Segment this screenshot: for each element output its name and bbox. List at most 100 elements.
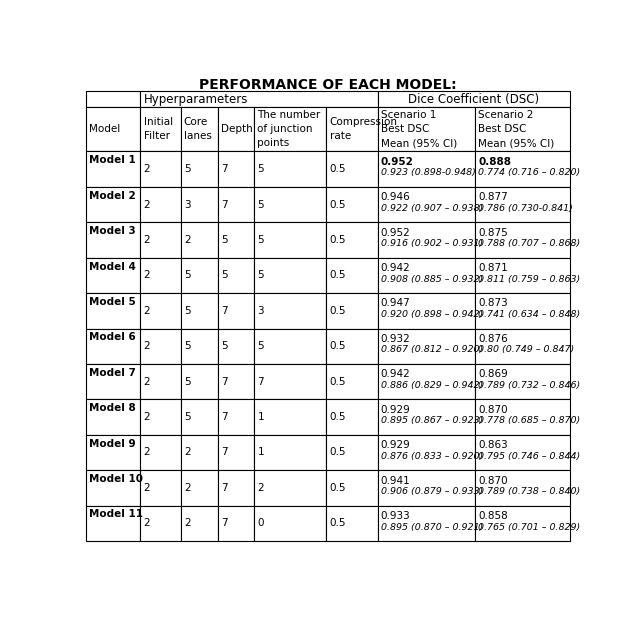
- Bar: [254, 293, 326, 329]
- Bar: [378, 505, 476, 541]
- Text: 0.5: 0.5: [330, 448, 346, 458]
- Bar: [140, 505, 180, 541]
- Bar: [218, 364, 254, 399]
- Text: 0.858: 0.858: [478, 511, 508, 521]
- Bar: [218, 187, 254, 222]
- Bar: [86, 107, 140, 151]
- Text: 0.5: 0.5: [330, 235, 346, 245]
- Text: 0.811 (0.759 – 0.863): 0.811 (0.759 – 0.863): [478, 275, 580, 283]
- Text: 2: 2: [184, 448, 191, 458]
- Text: 0.875: 0.875: [478, 228, 508, 237]
- Text: 1: 1: [257, 448, 264, 458]
- Text: 5: 5: [221, 270, 228, 280]
- Bar: [140, 91, 378, 107]
- Text: 0.741 (0.634 – 0.848): 0.741 (0.634 – 0.848): [478, 310, 580, 319]
- Bar: [218, 470, 254, 505]
- Bar: [180, 293, 218, 329]
- Bar: [476, 399, 570, 435]
- Text: 2: 2: [143, 306, 150, 316]
- Bar: [218, 151, 254, 187]
- Bar: [254, 222, 326, 258]
- Text: Model 1: Model 1: [90, 155, 136, 166]
- Bar: [140, 187, 180, 222]
- Text: 0.5: 0.5: [330, 412, 346, 422]
- Bar: [180, 222, 218, 258]
- Text: 0.876: 0.876: [478, 334, 508, 344]
- Text: 0.5: 0.5: [330, 270, 346, 280]
- Text: 7: 7: [221, 483, 228, 493]
- Bar: [218, 222, 254, 258]
- Bar: [476, 151, 570, 187]
- Text: 5: 5: [221, 235, 228, 245]
- Text: 0.932: 0.932: [381, 334, 410, 344]
- Bar: [476, 258, 570, 293]
- Text: 0.947: 0.947: [381, 298, 410, 309]
- Bar: [378, 222, 476, 258]
- Text: 0.923 (0.898-0.948): 0.923 (0.898-0.948): [381, 169, 476, 177]
- Bar: [140, 399, 180, 435]
- Text: 0.5: 0.5: [330, 200, 346, 210]
- Text: 0.886 (0.829 – 0.942): 0.886 (0.829 – 0.942): [381, 381, 483, 390]
- Bar: [86, 399, 140, 435]
- Bar: [86, 329, 140, 364]
- Text: Model 5: Model 5: [90, 297, 136, 307]
- Text: 5: 5: [257, 164, 264, 174]
- Text: 0.906 (0.879 – 0.933): 0.906 (0.879 – 0.933): [381, 487, 483, 496]
- Text: 0.80 (0.749 – 0.847): 0.80 (0.749 – 0.847): [478, 345, 575, 355]
- Bar: [86, 470, 140, 505]
- Bar: [86, 151, 140, 187]
- Bar: [326, 222, 378, 258]
- Bar: [326, 187, 378, 222]
- Text: 0.941: 0.941: [381, 476, 410, 485]
- Bar: [180, 399, 218, 435]
- Bar: [326, 107, 378, 151]
- Bar: [180, 329, 218, 364]
- Text: 5: 5: [257, 341, 264, 351]
- Bar: [180, 187, 218, 222]
- Text: 2: 2: [143, 376, 150, 387]
- Bar: [140, 293, 180, 329]
- Bar: [326, 293, 378, 329]
- Bar: [326, 435, 378, 470]
- Text: 0.922 (0.907 – 0.938): 0.922 (0.907 – 0.938): [381, 204, 483, 213]
- Bar: [254, 151, 326, 187]
- Text: 0.895 (0.867 – 0.923): 0.895 (0.867 – 0.923): [381, 416, 483, 425]
- Bar: [140, 470, 180, 505]
- Bar: [86, 364, 140, 399]
- Bar: [476, 505, 570, 541]
- Text: 0.929: 0.929: [381, 440, 410, 450]
- Text: 5: 5: [184, 376, 191, 387]
- Bar: [254, 470, 326, 505]
- Text: 0.867 (0.812 – 0.920): 0.867 (0.812 – 0.920): [381, 345, 483, 355]
- Text: 0.877: 0.877: [478, 192, 508, 202]
- Bar: [140, 329, 180, 364]
- Bar: [140, 364, 180, 399]
- Text: 0.5: 0.5: [330, 164, 346, 174]
- Bar: [326, 364, 378, 399]
- Text: 3: 3: [184, 200, 191, 210]
- Text: 2: 2: [143, 235, 150, 245]
- Bar: [86, 91, 140, 107]
- Text: 0: 0: [257, 518, 264, 528]
- Text: 7: 7: [221, 200, 228, 210]
- Bar: [326, 470, 378, 505]
- Bar: [180, 107, 218, 151]
- Bar: [140, 151, 180, 187]
- Text: 2: 2: [184, 483, 191, 493]
- Text: 0.942: 0.942: [381, 370, 410, 379]
- Text: 2: 2: [143, 412, 150, 422]
- Text: 0.863: 0.863: [478, 440, 508, 450]
- Bar: [218, 258, 254, 293]
- Text: 2: 2: [143, 200, 150, 210]
- Bar: [86, 258, 140, 293]
- Bar: [476, 435, 570, 470]
- Text: 2: 2: [257, 483, 264, 493]
- Text: 7: 7: [221, 518, 228, 528]
- Text: 5: 5: [184, 412, 191, 422]
- Bar: [476, 364, 570, 399]
- Text: 7: 7: [221, 306, 228, 316]
- Text: 2: 2: [143, 518, 150, 528]
- Bar: [476, 107, 570, 151]
- Text: 5: 5: [184, 270, 191, 280]
- Bar: [326, 329, 378, 364]
